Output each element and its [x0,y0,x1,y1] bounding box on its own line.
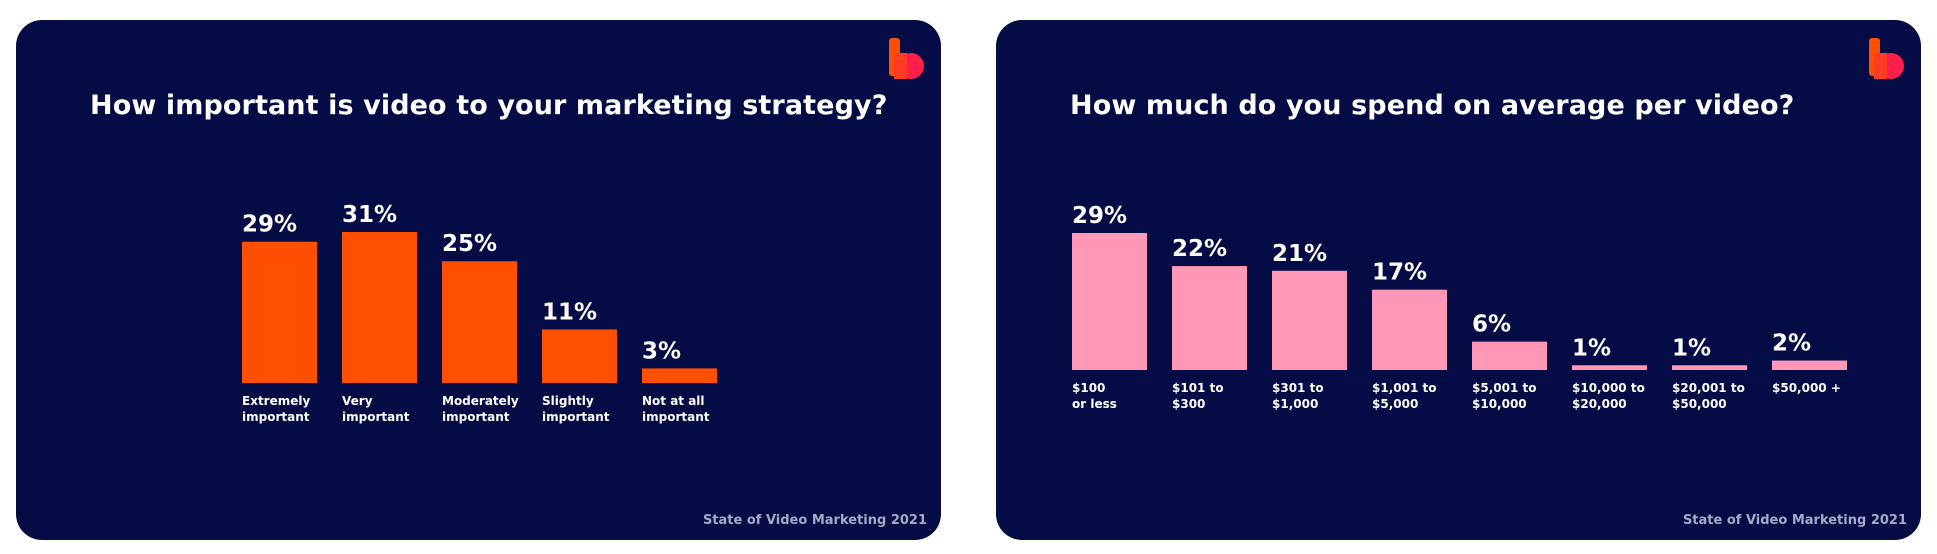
data-label: 29% [242,212,297,238]
category-label: or less [1072,397,1117,411]
data-label: 2% [1772,331,1811,357]
bar-chart-spend-per-video: 29% $100 or less 22% $101 to $300 21% $301 to $1… [1072,203,1847,411]
category-label: $100 [1072,381,1105,395]
category-label: $5,000 [1372,397,1418,411]
category-label: important [342,410,410,424]
data-label: 17% [1372,260,1427,286]
category-label: $101 to [1172,381,1224,395]
category-label: important [542,410,610,424]
bar-chart-video-importance: 29% Extremely important 31% Very important 25%… [242,202,717,424]
bar [1372,289,1447,370]
chart-card-spend-per-video: How much do you spend on average per vid… [996,20,1921,540]
bar [442,261,517,383]
category-label: $20,000 [1572,397,1627,411]
bar [1572,365,1647,370]
category-label: $50,000 [1672,397,1727,411]
category-label: important [442,410,510,424]
footer-source: State of Video Marketing 2021 [702,513,927,528]
bar [1072,233,1147,370]
category-label: $1,000 [1272,397,1318,411]
category-label: Moderately [442,394,519,408]
chart-title: How much do you spend on average per vid… [1070,90,1795,121]
category-label: $20,001 to [1672,381,1745,395]
data-label: 6% [1472,312,1511,338]
bar [1672,365,1747,370]
data-label: 31% [342,202,397,228]
category-label: Slightly [542,394,594,408]
data-label: 3% [642,338,681,364]
data-label: 29% [1072,203,1127,229]
bar [1472,341,1547,370]
data-label: 11% [542,299,597,325]
bar [642,368,717,383]
data-label: 22% [1172,236,1227,262]
category-label: $301 to [1272,381,1324,395]
brand-logo-icon [1869,38,1904,79]
category-label: $1,001 to [1372,381,1436,395]
category-label: $300 [1172,397,1205,411]
footer-source: State of Video Marketing 2021 [1682,513,1907,528]
category-label: important [642,410,710,424]
category-label: $50,000 + [1772,381,1841,395]
category-label: Extremely [242,394,310,408]
bar [542,329,617,383]
data-label: 25% [442,231,497,257]
category-label: $10,000 [1472,397,1527,411]
bar [1272,270,1347,370]
category-label: Very [342,394,373,408]
brand-logo-icon [889,38,924,79]
data-label: 21% [1272,241,1327,267]
data-label: 1% [1572,335,1611,361]
chart-title: How important is video to your marketing… [90,90,888,121]
bar [342,232,417,383]
bar [1172,266,1247,370]
category-label: $10,000 to [1572,381,1645,395]
category-label: important [242,410,310,424]
category-label: $5,001 to [1472,381,1536,395]
category-label: Not at all [642,394,705,408]
data-label: 1% [1672,335,1711,361]
chart-card-video-importance: How important is video to your marketing… [16,20,941,540]
bar [1772,360,1847,370]
bar [242,241,317,383]
